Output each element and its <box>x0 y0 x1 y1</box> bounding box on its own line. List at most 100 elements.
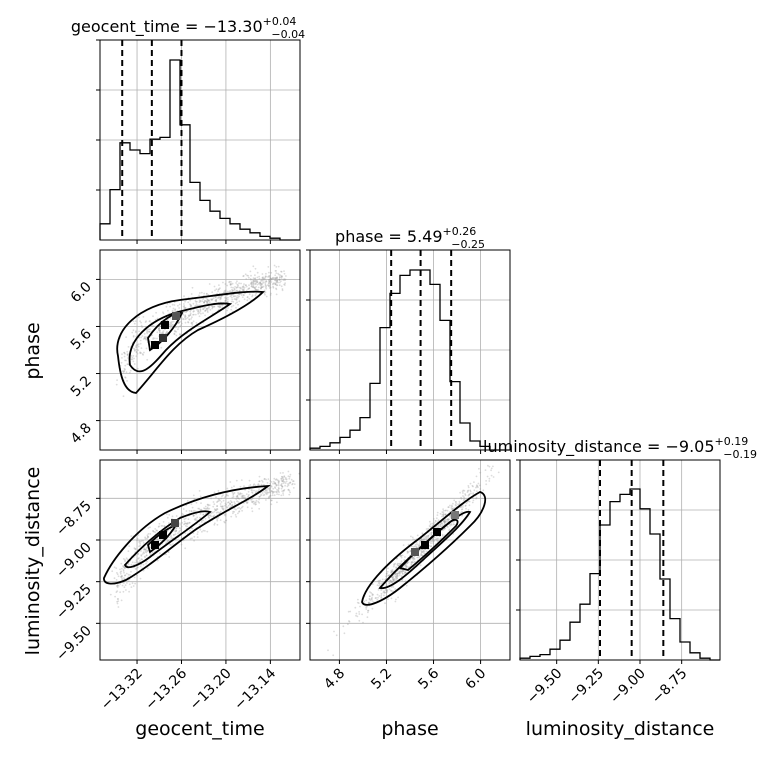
sample-point <box>165 513 168 515</box>
sample-point <box>215 300 218 303</box>
sample-point <box>254 503 257 506</box>
sample-point <box>146 550 149 553</box>
sample-point <box>183 305 186 307</box>
sample-point <box>253 286 256 289</box>
sample-point <box>202 308 205 310</box>
sample-point <box>253 280 256 283</box>
sample-point <box>154 337 156 340</box>
sample-point <box>429 525 432 528</box>
sample-point <box>465 502 468 505</box>
sample-point <box>429 523 432 526</box>
sample-point <box>219 503 222 505</box>
sample-point <box>419 564 422 567</box>
sample-point <box>172 543 174 545</box>
sample-point <box>397 564 400 567</box>
sample-point <box>367 609 369 612</box>
sample-point <box>220 296 222 299</box>
sample-point <box>138 541 141 544</box>
sample-point <box>225 495 227 497</box>
sample-point <box>233 485 235 488</box>
sample-point <box>227 307 229 309</box>
sample-point <box>174 533 177 535</box>
y-tick-label: 5.2 <box>68 373 95 400</box>
sample-point <box>126 353 129 356</box>
sample-point <box>229 503 232 505</box>
sample-point <box>273 282 275 284</box>
sample-point <box>184 314 187 316</box>
sample-point <box>277 487 280 489</box>
sample-point <box>121 357 123 359</box>
sample-point <box>273 477 276 480</box>
sample-point <box>430 540 433 543</box>
sample-point <box>263 493 266 496</box>
sample-point <box>281 275 283 278</box>
sample-point <box>177 328 179 331</box>
sample-point <box>396 574 399 577</box>
sample-point <box>232 512 234 515</box>
sample-point <box>255 281 258 284</box>
sample-point <box>482 489 485 492</box>
sample-point <box>168 514 171 516</box>
sample-point <box>233 298 236 300</box>
sample-point <box>261 277 264 280</box>
sample-point <box>258 480 261 483</box>
sample-point <box>269 279 272 282</box>
sample-point <box>274 279 276 282</box>
sample-point <box>183 518 186 520</box>
sample-point <box>231 296 233 299</box>
sample-point <box>242 289 245 292</box>
sample-point <box>277 489 280 492</box>
sample-point <box>429 533 431 535</box>
sample-point <box>280 277 283 279</box>
sample-point <box>127 580 130 583</box>
sample-point <box>289 491 291 494</box>
sample-point <box>385 575 387 578</box>
sample-point <box>377 589 380 591</box>
sample-point <box>130 570 132 573</box>
sample-point <box>162 521 165 523</box>
sample-point <box>247 276 250 279</box>
sample-point <box>452 507 455 510</box>
sample-point <box>207 294 210 296</box>
sample-point <box>134 547 137 550</box>
sample-point <box>378 583 381 585</box>
sample-point <box>460 506 462 509</box>
sample-point <box>406 552 409 554</box>
sample-point <box>285 478 288 481</box>
sample-point <box>224 283 227 285</box>
sample-point <box>215 299 218 302</box>
sample-point <box>185 522 188 525</box>
sample-point <box>234 302 237 305</box>
sample-point <box>254 280 257 283</box>
sample-point <box>239 493 241 496</box>
sample-point <box>149 320 151 322</box>
sample-point <box>241 288 244 291</box>
sample-point <box>195 513 198 516</box>
sample-point <box>123 351 126 354</box>
sample-point <box>278 278 281 281</box>
sample-point <box>140 550 142 552</box>
sample-point <box>123 577 125 579</box>
sample-point <box>279 472 282 474</box>
sample-point <box>269 286 272 289</box>
sample-point <box>229 295 232 298</box>
sample-point <box>196 533 199 535</box>
sample-point <box>393 563 395 566</box>
sample-point <box>170 537 173 540</box>
sample-point <box>225 299 227 302</box>
sample-point <box>238 293 241 296</box>
sample-point <box>246 296 249 298</box>
sample-point <box>371 607 374 610</box>
sample-point <box>447 519 450 521</box>
sample-point <box>258 480 260 483</box>
sample-point <box>275 288 278 291</box>
sample-point <box>390 570 393 573</box>
sample-point <box>122 568 125 571</box>
sample-point <box>449 523 452 525</box>
sample-point <box>222 505 224 508</box>
sample-point <box>116 602 119 605</box>
sample-point <box>119 568 121 571</box>
sample-point <box>467 508 470 511</box>
sample-point <box>387 567 389 570</box>
sample-point <box>407 543 410 546</box>
